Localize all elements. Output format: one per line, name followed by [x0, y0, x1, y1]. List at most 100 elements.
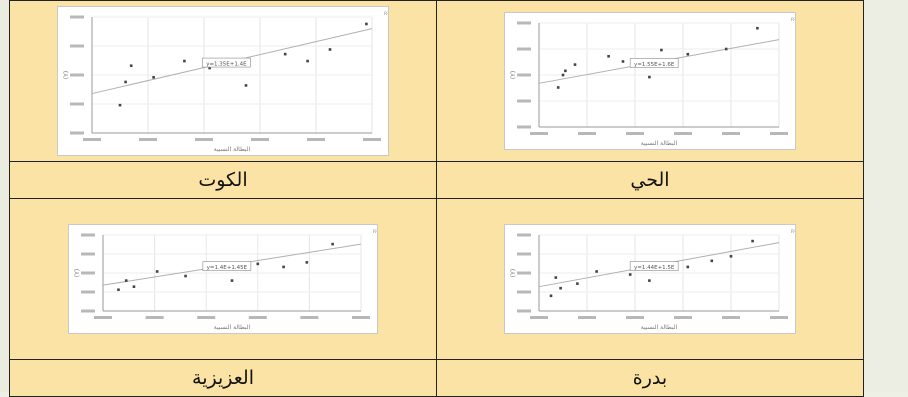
- x-tick-mark: [195, 138, 213, 141]
- x-tick-mark: [307, 138, 325, 141]
- data-point: [129, 64, 133, 68]
- y-tick-mark: [81, 271, 95, 275]
- equation-label: y=1.55E+1.6E: [634, 62, 675, 68]
- x-tick-mark: [674, 316, 692, 319]
- data-point: [256, 262, 260, 266]
- x-tick-mark: [770, 132, 788, 135]
- legend-label: R² Linear = 0.536: [791, 17, 796, 23]
- data-point: [118, 103, 122, 107]
- equation-box: [629, 261, 679, 271]
- scatter-chart-badra: y=1.44E+1.5E R² Linear = 0.536 البطالة الن…: [504, 224, 796, 334]
- table-cell: y=1.44E+1.5E R² Linear = 0.536 البطالة الن…: [436, 198, 864, 360]
- y-axis-label: (Y): [63, 71, 70, 79]
- table-cell: الحي: [436, 161, 864, 199]
- table-cell: y=1.55E+1.6E R² Linear = 0.536 البطالة الن…: [436, 0, 864, 162]
- data-point: [549, 294, 553, 298]
- data-point: [183, 59, 186, 63]
- data-point: [554, 276, 558, 279]
- x-axis-label: البطالة النسبية: [641, 140, 678, 147]
- city-label-aziziya: العزيزية: [192, 367, 254, 389]
- x-tick-mark: [300, 316, 319, 319]
- table-row: y=1.44E+1.5E R² Linear = 0.536 البطالة الن…: [9, 198, 864, 360]
- y-tick-mark: [517, 47, 531, 51]
- data-point: [724, 47, 728, 51]
- x-tick-mark: [578, 316, 596, 319]
- data-point: [328, 48, 332, 51]
- data-point: [576, 282, 579, 285]
- data-point: [230, 279, 234, 282]
- data-point: [132, 285, 136, 288]
- data-point: [331, 242, 334, 246]
- x-tick-mark: [83, 138, 101, 141]
- data-point: [648, 75, 651, 79]
- y-tick-mark: [517, 290, 531, 294]
- y-tick-mark: [70, 15, 84, 19]
- legend-label: R² Linear = 0.536: [791, 229, 796, 235]
- scatter-chart-hay: y=1.55E+1.6E R² Linear = 0.536 البطالة الن…: [504, 12, 796, 150]
- data-point: [686, 265, 690, 269]
- y-tick-mark: [81, 233, 95, 237]
- data-point: [152, 76, 155, 79]
- equation-label: y=1.44E+1.5E: [634, 265, 675, 271]
- y-axis-label: (Y): [510, 269, 517, 277]
- x-axis-label: البطالة النسبية: [214, 146, 251, 153]
- y-axis-label: (Y): [510, 71, 517, 79]
- x-tick-mark: [770, 316, 788, 319]
- data-point: [729, 254, 733, 258]
- table-cell: العزيزية: [9, 359, 437, 397]
- y-tick-mark: [70, 131, 84, 135]
- legend-label: R² Linear = 0.536: [373, 229, 378, 235]
- y-tick-mark: [70, 44, 84, 48]
- data-point: [751, 239, 754, 243]
- y-tick-mark: [517, 99, 531, 103]
- data-point: [305, 261, 309, 264]
- city-label-badra: بدرة: [632, 367, 668, 389]
- x-tick-mark: [197, 316, 216, 319]
- y-tick-mark: [517, 309, 531, 313]
- y-axis-label: (Y): [74, 269, 81, 277]
- data-point: [564, 69, 567, 73]
- y-tick-mark: [517, 252, 531, 256]
- x-tick-mark: [248, 316, 267, 319]
- data-point: [756, 26, 759, 30]
- data-point: [184, 274, 187, 278]
- legend-label: R² Linear = 0.536: [384, 11, 389, 17]
- table-row: y=1.55E+1.6E R² Linear = 0.536 البطالة الن…: [9, 0, 864, 162]
- data-point: [607, 54, 610, 58]
- y-tick-mark: [517, 271, 531, 275]
- x-tick-mark: [139, 138, 157, 141]
- y-tick-mark: [70, 73, 84, 77]
- table-row: الحي الكوت: [9, 161, 864, 199]
- data-point: [710, 259, 714, 263]
- data-point: [621, 60, 625, 63]
- x-tick-mark: [363, 138, 381, 141]
- y-tick-mark: [517, 21, 531, 25]
- data-point: [283, 52, 287, 56]
- data-point: [556, 86, 560, 89]
- x-axis-label: البطالة النسبية: [214, 324, 251, 331]
- x-tick-mark: [626, 316, 644, 319]
- x-tick-mark: [722, 132, 740, 135]
- table-cell: الكوت: [9, 161, 437, 199]
- data-point: [573, 63, 577, 66]
- x-tick-mark: [674, 132, 692, 135]
- y-tick-mark: [517, 233, 531, 237]
- city-label-kut: الكوت: [198, 169, 248, 191]
- data-point: [282, 265, 285, 269]
- data-point: [244, 84, 248, 87]
- x-tick-mark: [145, 316, 164, 319]
- data-point: [117, 288, 120, 292]
- y-tick-mark: [517, 125, 531, 129]
- x-tick-mark: [530, 316, 548, 319]
- data-point: [559, 286, 562, 290]
- equation-box: [202, 261, 252, 271]
- y-tick-mark: [517, 73, 531, 77]
- data-point: [628, 273, 632, 276]
- data-point: [686, 52, 690, 56]
- y-tick-mark: [81, 309, 95, 313]
- y-tick-mark: [81, 290, 95, 294]
- equation-label: y=1.4E+1.45E: [207, 265, 248, 271]
- x-tick-mark: [578, 132, 596, 135]
- comparison-table: y=1.55E+1.6E R² Linear = 0.536 البطالة الن…: [9, 0, 864, 397]
